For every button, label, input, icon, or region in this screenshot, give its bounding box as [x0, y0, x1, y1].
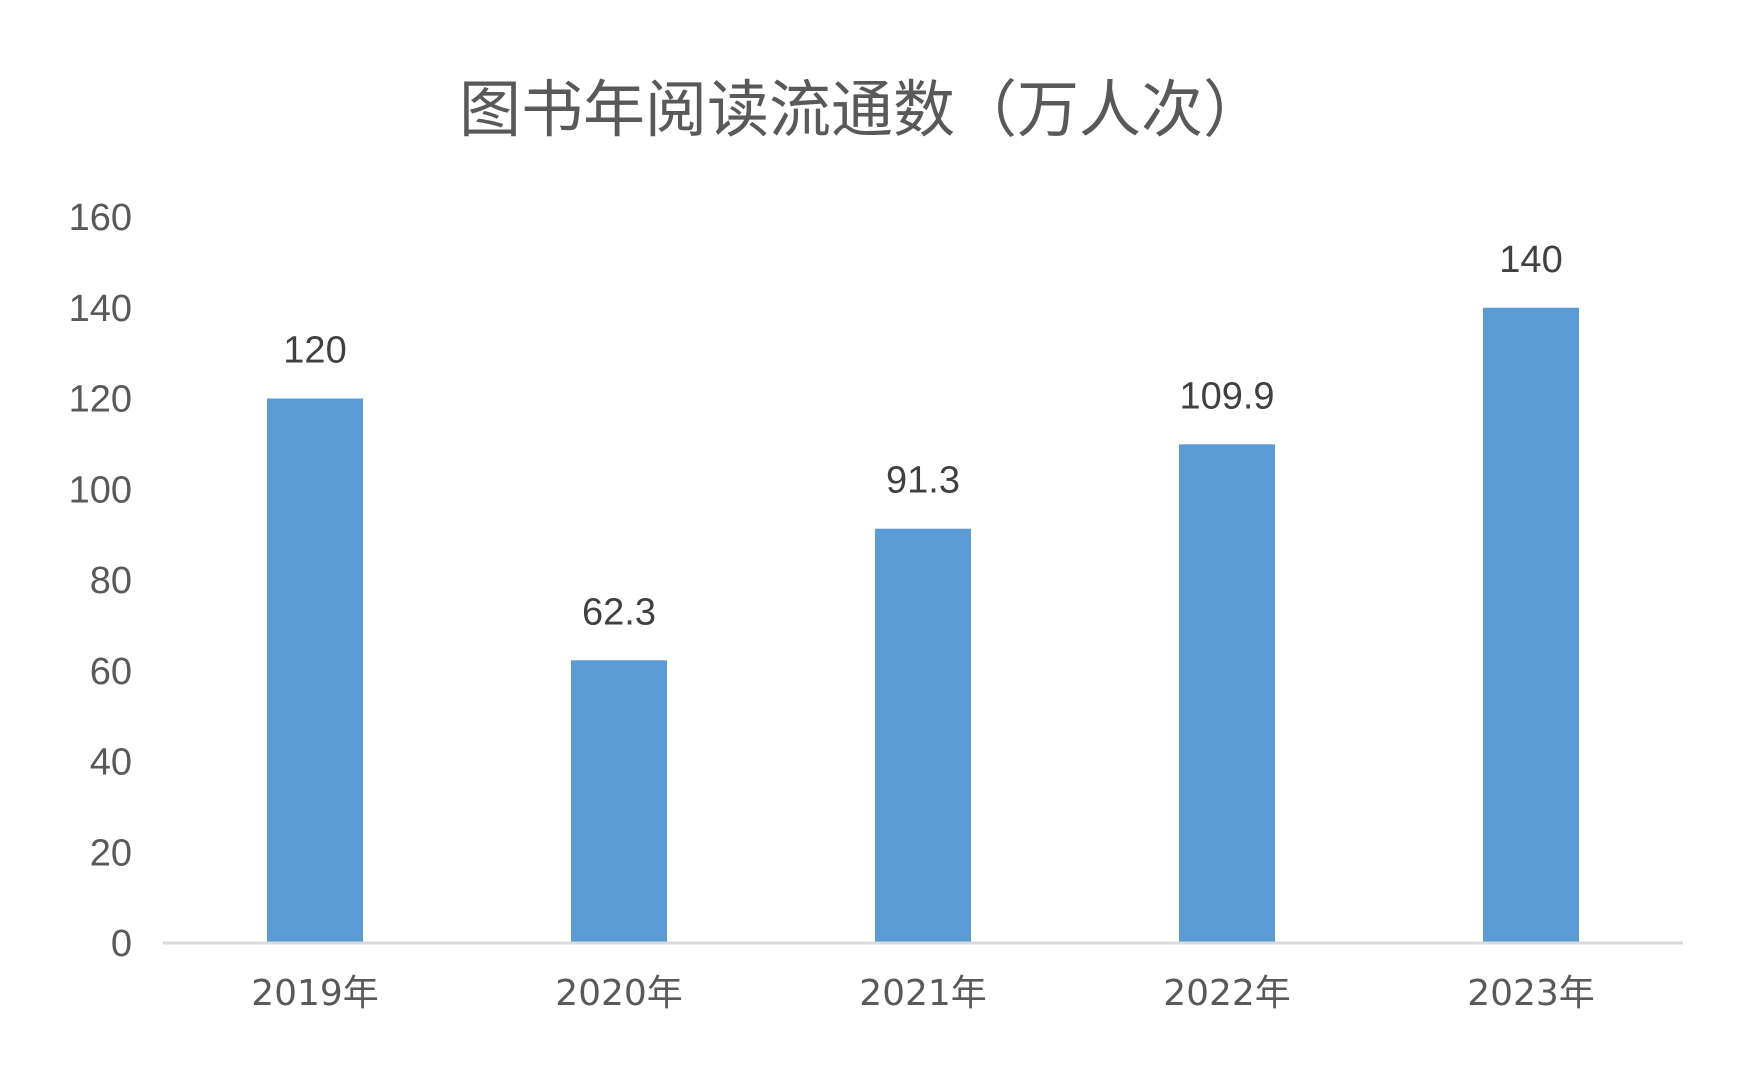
bar [1179, 444, 1275, 943]
chart-title: 图书年阅读流通数（万人次） [459, 73, 1265, 146]
y-tick-label: 160 [69, 197, 132, 239]
bar [267, 398, 363, 943]
y-tick-label: 100 [69, 469, 132, 511]
data-label: 120 [283, 330, 346, 372]
x-axis: 2019年 2020年 2021年 2022年 2023年 [251, 973, 1595, 1014]
data-label: 62.3 [582, 591, 656, 633]
plot-area: 120 62.3 91.3 109.9 140 [267, 239, 1579, 943]
y-tick-label: 140 [69, 288, 132, 330]
y-tick-label: 60 [90, 651, 132, 693]
x-tick-label: 2021年 [859, 973, 987, 1014]
x-tick-label: 2019年 [251, 973, 379, 1014]
x-tick-label: 2022年 [1163, 973, 1291, 1014]
x-tick-label: 2020年 [555, 973, 683, 1014]
data-label: 109.9 [1179, 375, 1274, 417]
bar [875, 528, 971, 943]
y-tick-label: 80 [90, 560, 132, 602]
y-tick-label: 0 [111, 923, 132, 965]
x-tick-label: 2023年 [1467, 973, 1595, 1014]
y-tick-label: 40 [90, 742, 132, 784]
y-tick-label: 120 [69, 379, 132, 421]
y-axis: 0 20 40 60 80 100 120 140 160 [69, 197, 132, 965]
y-tick-label: 20 [90, 832, 132, 874]
data-label: 140 [1499, 239, 1562, 281]
data-label: 91.3 [886, 460, 960, 502]
bar [571, 660, 667, 943]
bar [1483, 307, 1579, 943]
